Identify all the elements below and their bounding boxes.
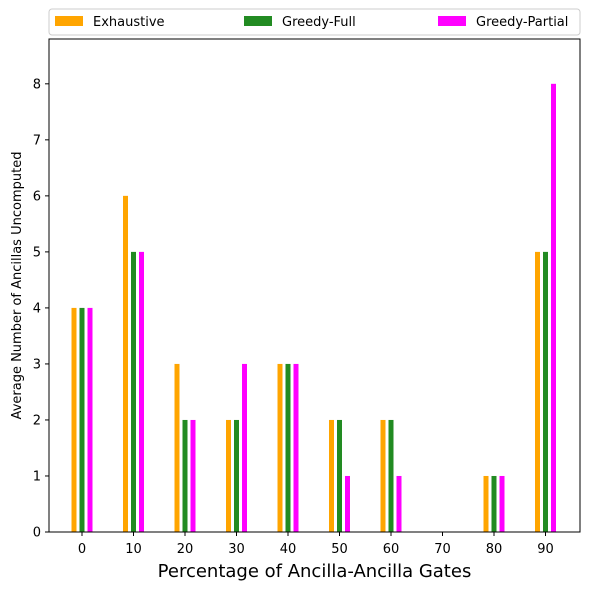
y-tick-label: 8 (33, 77, 41, 92)
bar-greedy-partial-0 (87, 307, 93, 532)
bar-greedy-partial-40 (293, 363, 299, 532)
legend-label-greedy-partial: Greedy-Partial (476, 15, 568, 30)
x-tick-label: 90 (537, 542, 554, 557)
x-axis-label: Percentage of Ancilla-Ancilla Gates (158, 561, 472, 582)
bar-greedy-full-40 (285, 363, 291, 532)
y-axis-label: Average Number of Ancillas Uncomputed (10, 152, 25, 420)
bar-exhaustive-60 (380, 419, 386, 532)
bar-greedy-full-80 (491, 475, 497, 532)
bar-greedy-partial-50 (345, 475, 350, 532)
bar-exhaustive-30 (226, 419, 231, 532)
x-tick-label: 20 (177, 542, 194, 557)
y-tick-label: 3 (33, 357, 41, 372)
x-tick-label: 50 (331, 542, 348, 557)
bar-exhaustive-50 (329, 419, 334, 532)
bar-greedy-full-20 (182, 419, 188, 532)
bar-greedy-full-90 (543, 251, 548, 533)
bar-greedy-partial-90 (551, 83, 556, 533)
legend-swatch-greedy-full (244, 16, 272, 26)
y-tick-label: 5 (33, 245, 41, 260)
bar-exhaustive-40 (277, 363, 283, 532)
bar-exhaustive-10 (123, 195, 128, 532)
bars-layer (71, 83, 556, 533)
legend-swatch-greedy-partial (438, 16, 466, 26)
x-tick-label: 10 (125, 542, 142, 557)
legend-swatch-exhaustive (55, 16, 83, 26)
y-tick-label: 4 (33, 301, 41, 316)
bar-greedy-full-0 (79, 307, 85, 532)
legend: Exhaustive Greedy-Full Greedy-Partial (48, 8, 581, 36)
bar-exhaustive-80 (483, 475, 489, 532)
x-tick-label: 40 (280, 542, 297, 557)
bar-greedy-partial-60 (396, 475, 402, 532)
y-tick-label: 0 (33, 526, 41, 541)
legend-label-greedy-full: Greedy-Full (282, 15, 356, 30)
bar-greedy-full-60 (388, 419, 394, 532)
bar-greedy-full-50 (337, 419, 342, 532)
y-axis: 0 1 2 3 4 5 6 7 8 (33, 77, 49, 541)
legend-box (48, 8, 581, 36)
bar-exhaustive-0 (71, 307, 77, 532)
plot-area-frame (48, 38, 581, 533)
x-tick-label: 60 (383, 542, 400, 557)
bar-greedy-partial-20 (190, 419, 196, 532)
x-tick-label: 70 (434, 542, 451, 557)
y-tick-label: 1 (33, 469, 41, 484)
legend-label-exhaustive: Exhaustive (93, 15, 165, 30)
bar-greedy-partial-30 (242, 363, 247, 532)
x-axis: 0 10 20 30 40 50 60 70 80 90 (78, 532, 554, 557)
y-tick-label: 6 (33, 189, 41, 204)
bar-greedy-partial-80 (499, 475, 505, 532)
bar-greedy-full-10 (131, 251, 136, 533)
y-tick-label: 7 (33, 133, 41, 148)
bar-exhaustive-20 (174, 363, 180, 532)
bar-greedy-partial-10 (139, 251, 144, 533)
y-tick-label: 2 (33, 413, 41, 428)
bar-exhaustive-90 (535, 251, 540, 533)
x-tick-label: 30 (228, 542, 245, 557)
bar-greedy-full-30 (234, 419, 239, 532)
x-tick-label: 0 (78, 542, 86, 557)
x-tick-label: 80 (486, 542, 503, 557)
